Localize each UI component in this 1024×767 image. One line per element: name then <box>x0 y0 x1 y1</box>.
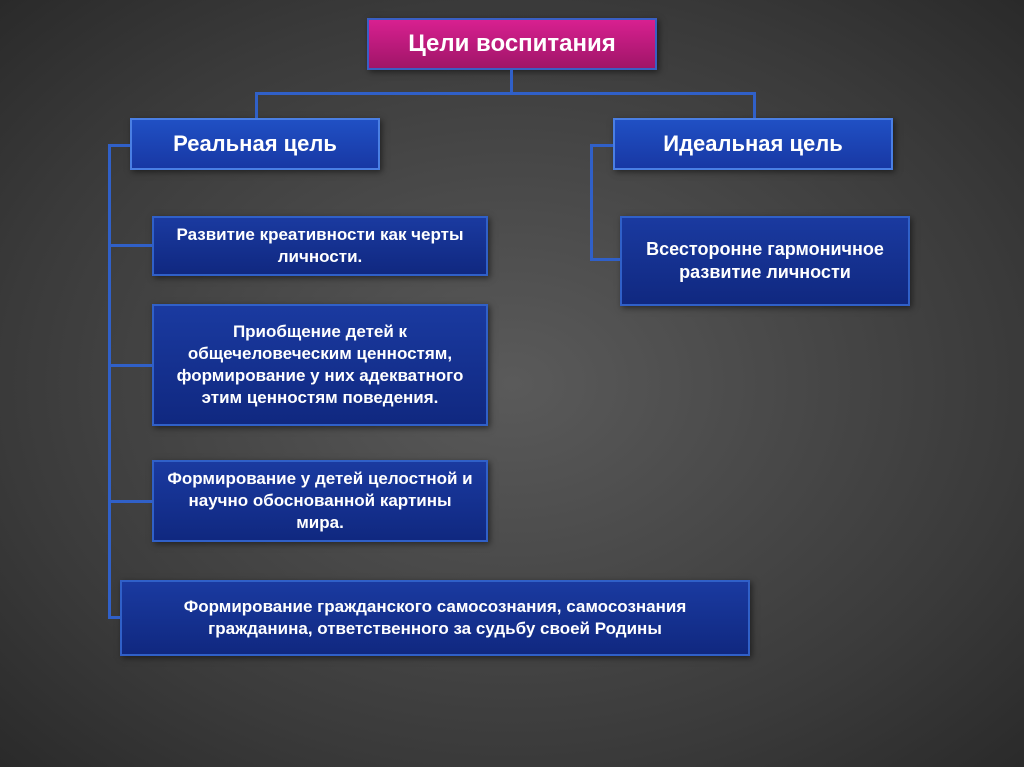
left-item-0: Развитие креативности как черты личности… <box>152 216 488 276</box>
connector-4 <box>108 144 130 147</box>
connector-8 <box>108 500 152 503</box>
connector-5 <box>108 144 111 616</box>
left-item-2: Формирование у детей целостной и научно … <box>152 460 488 542</box>
connector-3 <box>753 92 756 118</box>
category-left: Реальная цель <box>130 118 380 170</box>
connector-9 <box>108 616 122 619</box>
title-text: Цели воспитания <box>408 30 616 58</box>
connector-10 <box>590 144 613 147</box>
left-item-3: Формирование гражданского самосознания, … <box>120 580 750 656</box>
left-item-1-text: Приобщение детей к общечеловеческим ценн… <box>166 321 474 409</box>
left-item-0-text: Развитие креативности как черты личности… <box>166 224 474 268</box>
connector-1 <box>255 92 755 95</box>
category-right-text: Идеальная цель <box>663 131 842 157</box>
title-box: Цели воспитания <box>367 18 657 70</box>
connector-6 <box>108 244 152 247</box>
connector-7 <box>108 364 152 367</box>
category-left-text: Реальная цель <box>173 131 337 157</box>
connector-11 <box>590 144 593 260</box>
left-item-1: Приобщение детей к общечеловеческим ценн… <box>152 304 488 426</box>
right-item-0: Всесторонне гармоничное развитие личност… <box>620 216 910 306</box>
left-item-3-text: Формирование гражданского самосознания, … <box>134 596 736 640</box>
left-item-2-text: Формирование у детей целостной и научно … <box>166 468 474 534</box>
connector-2 <box>255 92 258 118</box>
right-item-0-text: Всесторонне гармоничное развитие личност… <box>634 238 896 285</box>
connector-0 <box>510 70 513 94</box>
category-right: Идеальная цель <box>613 118 893 170</box>
connector-12 <box>590 258 620 261</box>
